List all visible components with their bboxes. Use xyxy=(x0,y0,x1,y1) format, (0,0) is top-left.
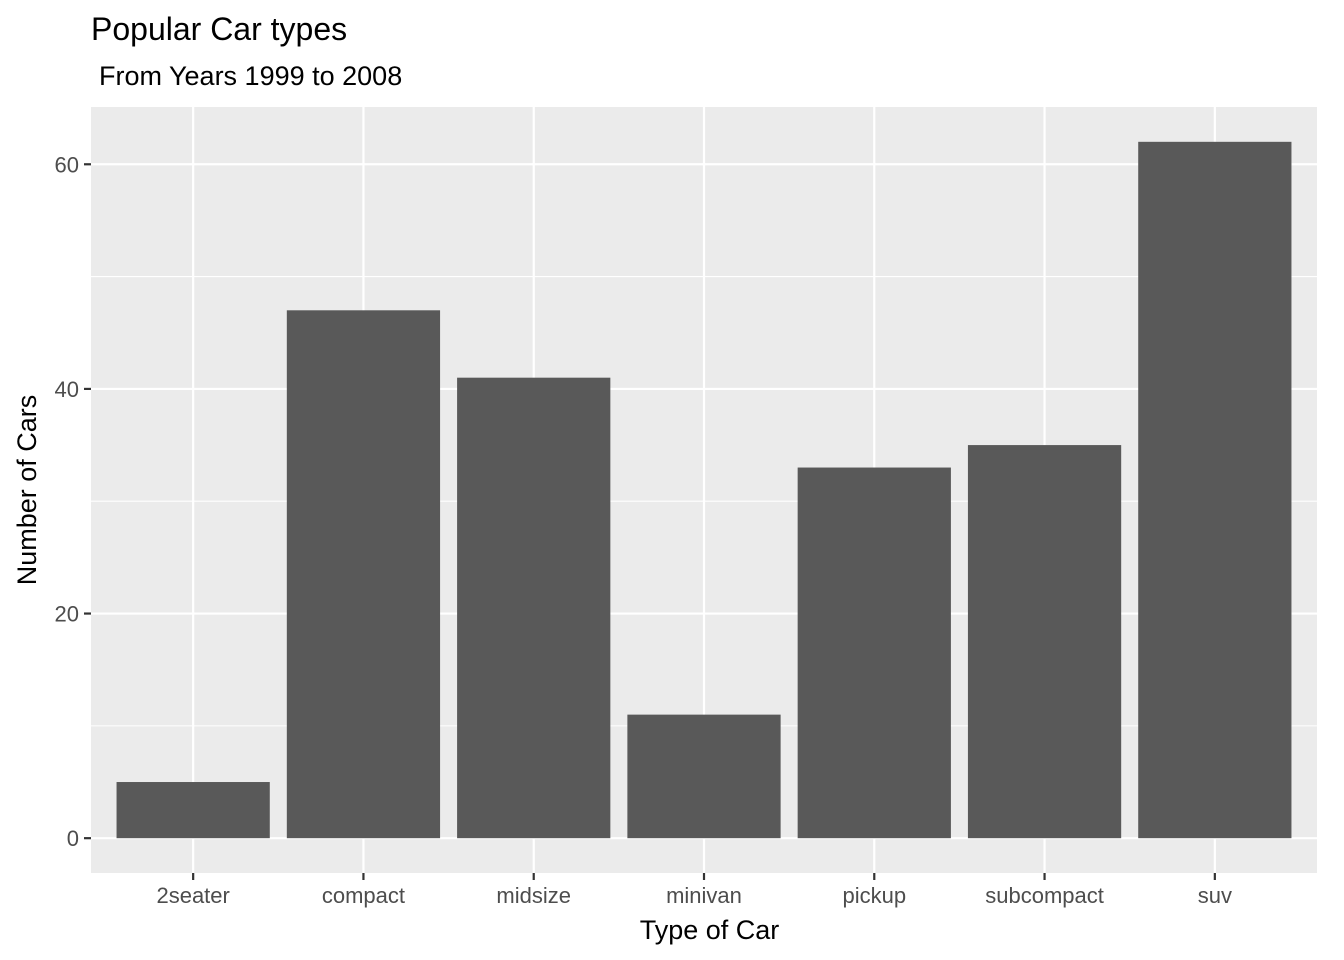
x-axis-title: Type of Car xyxy=(640,915,780,945)
y-tick-label: 60 xyxy=(55,152,79,177)
bar-compact xyxy=(286,310,441,839)
chart-title: Popular Car types xyxy=(91,11,347,47)
bar-pickup xyxy=(797,467,951,839)
bar-suv xyxy=(1138,141,1292,839)
x-tick-label: 2seater xyxy=(156,883,229,908)
x-tick-label: minivan xyxy=(666,883,742,908)
x-axis: 2seater compact midsize minivan pickup subcom… xyxy=(156,873,1232,908)
x-tick-label: subcompact xyxy=(985,883,1104,908)
bar-minivan xyxy=(627,714,781,839)
chart-subtitle: From Years 1999 to 2008 xyxy=(99,61,402,91)
x-tick-label: compact xyxy=(322,883,405,908)
bar-2seater xyxy=(116,782,270,839)
x-tick-label: suv xyxy=(1198,883,1232,908)
bar-midsize xyxy=(457,377,611,839)
bars xyxy=(116,141,1292,839)
y-tick-label: 40 xyxy=(55,377,79,402)
x-tick-label: pickup xyxy=(842,883,906,908)
y-axis: 0 20 40 60 xyxy=(55,152,91,851)
bar-subcompact xyxy=(967,445,1122,839)
y-tick-label: 0 xyxy=(67,826,79,851)
x-tick-label: midsize xyxy=(496,883,571,908)
y-axis-title: Number of Cars xyxy=(12,395,42,586)
y-tick-label: 20 xyxy=(55,602,79,627)
